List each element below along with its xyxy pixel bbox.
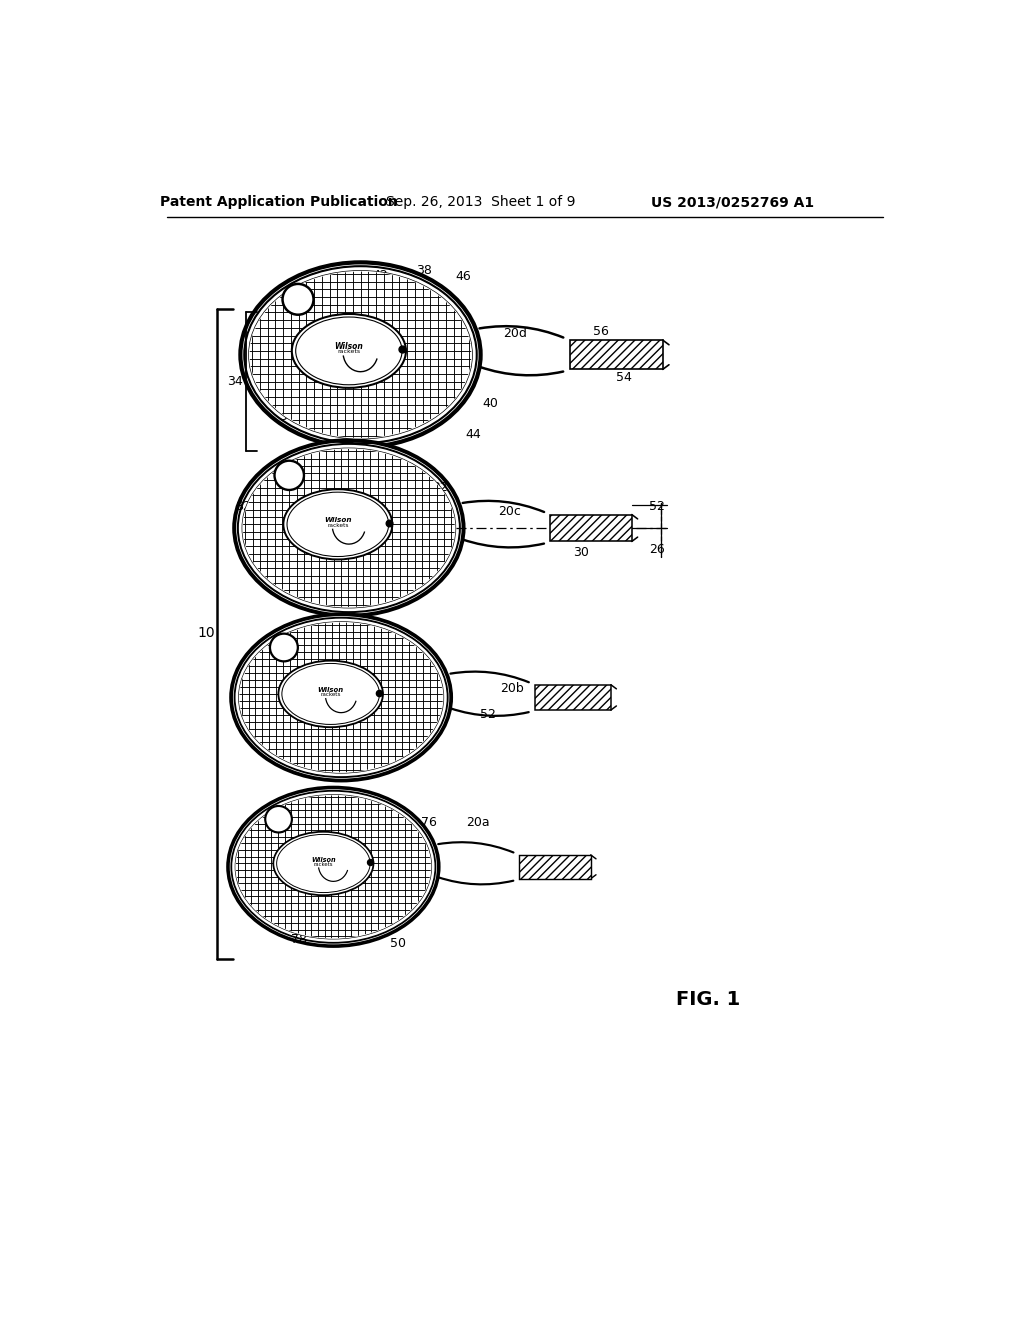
Ellipse shape xyxy=(231,614,452,780)
Text: rackets: rackets xyxy=(321,692,341,697)
Text: 21: 21 xyxy=(276,643,291,652)
Text: 52: 52 xyxy=(648,500,665,513)
Ellipse shape xyxy=(241,263,480,447)
Text: 56: 56 xyxy=(593,325,608,338)
Ellipse shape xyxy=(279,661,383,727)
Text: Wilson: Wilson xyxy=(311,857,336,862)
Text: rackets: rackets xyxy=(337,350,360,354)
Text: 42: 42 xyxy=(372,269,388,282)
Text: Wilson: Wilson xyxy=(335,342,364,351)
Text: 19: 19 xyxy=(312,892,328,906)
Ellipse shape xyxy=(282,664,380,725)
Ellipse shape xyxy=(239,622,443,774)
Ellipse shape xyxy=(236,795,431,939)
Text: 54: 54 xyxy=(616,371,632,384)
Text: Sep. 26, 2013  Sheet 1 of 9: Sep. 26, 2013 Sheet 1 of 9 xyxy=(386,195,575,210)
Text: US 2013/0252769 A1: US 2013/0252769 A1 xyxy=(651,195,814,210)
Text: Wilson: Wilson xyxy=(317,686,344,693)
Text: 20b: 20b xyxy=(501,681,524,694)
Text: 46: 46 xyxy=(455,269,471,282)
Ellipse shape xyxy=(243,449,456,607)
Text: 78: 78 xyxy=(291,933,306,946)
Text: 21: 21 xyxy=(312,722,328,735)
Text: 20d: 20d xyxy=(504,327,527,341)
Ellipse shape xyxy=(270,634,298,661)
Text: 80: 80 xyxy=(358,574,375,587)
Text: 50: 50 xyxy=(390,937,406,950)
Text: rackets: rackets xyxy=(313,862,333,867)
Text: 26: 26 xyxy=(648,543,665,556)
Ellipse shape xyxy=(283,284,313,314)
Ellipse shape xyxy=(273,832,374,895)
Ellipse shape xyxy=(249,271,472,438)
Text: 34: 34 xyxy=(227,375,243,388)
Text: 23: 23 xyxy=(282,470,297,480)
Text: 32: 32 xyxy=(550,528,566,541)
Text: 34: 34 xyxy=(282,314,297,326)
Text: 38: 38 xyxy=(416,264,432,277)
Ellipse shape xyxy=(228,788,438,946)
Text: 30: 30 xyxy=(573,546,590,560)
Text: 25: 25 xyxy=(290,293,306,306)
Text: 20a: 20a xyxy=(467,816,490,829)
Ellipse shape xyxy=(287,492,389,557)
Text: 44: 44 xyxy=(466,428,481,441)
Text: FIG. 1: FIG. 1 xyxy=(676,990,739,1008)
Ellipse shape xyxy=(236,795,431,939)
Ellipse shape xyxy=(276,834,370,892)
Text: 24: 24 xyxy=(321,281,336,294)
Text: 10: 10 xyxy=(198,627,215,640)
Text: Patent Application Publication: Patent Application Publication xyxy=(160,195,398,210)
Ellipse shape xyxy=(296,317,402,385)
Ellipse shape xyxy=(234,441,464,615)
Ellipse shape xyxy=(274,461,304,490)
Text: Wilson: Wilson xyxy=(324,517,351,523)
Text: 40: 40 xyxy=(482,397,499,409)
Text: 20c: 20c xyxy=(498,504,521,517)
Text: 28: 28 xyxy=(291,536,306,548)
Ellipse shape xyxy=(249,271,472,438)
Text: 52: 52 xyxy=(480,708,497,721)
Bar xyxy=(535,685,611,710)
Text: 36: 36 xyxy=(279,409,295,422)
Ellipse shape xyxy=(284,490,392,560)
Bar xyxy=(550,515,632,541)
Text: 82: 82 xyxy=(234,500,251,513)
Text: 22: 22 xyxy=(432,482,447,495)
Text: 19: 19 xyxy=(271,814,286,824)
Ellipse shape xyxy=(243,449,456,607)
Bar xyxy=(519,855,591,879)
Ellipse shape xyxy=(239,622,443,774)
Bar xyxy=(569,341,663,370)
Text: rackets: rackets xyxy=(327,523,348,528)
Ellipse shape xyxy=(265,807,292,833)
Ellipse shape xyxy=(292,314,406,388)
Text: 76: 76 xyxy=(421,816,436,829)
